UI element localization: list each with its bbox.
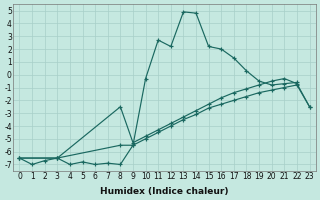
X-axis label: Humidex (Indice chaleur): Humidex (Indice chaleur) [100, 187, 229, 196]
